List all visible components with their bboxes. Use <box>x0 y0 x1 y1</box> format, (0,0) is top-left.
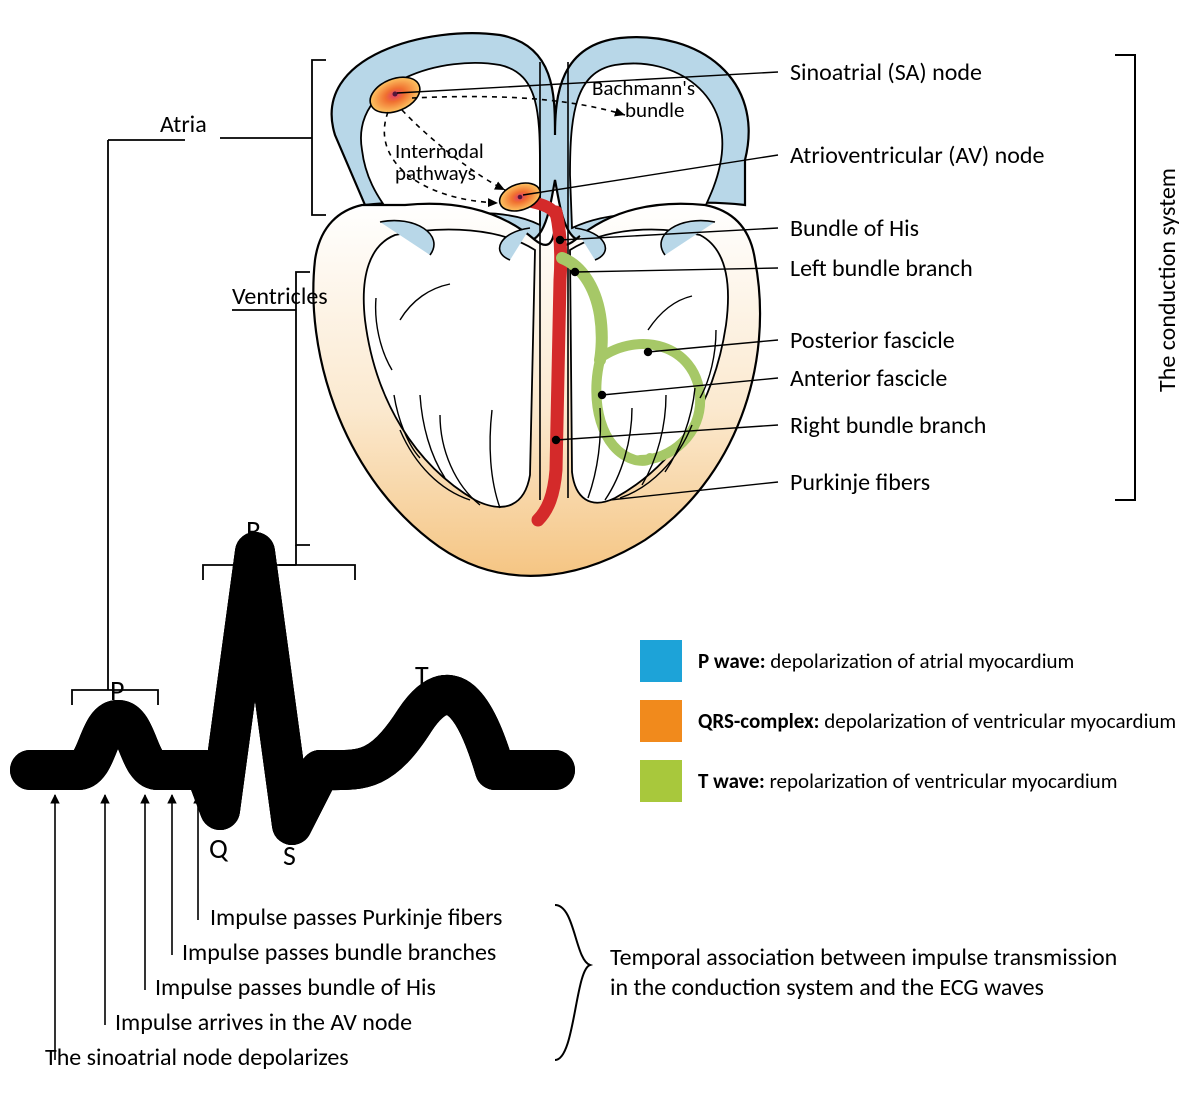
ventricles-bracket <box>232 272 310 545</box>
timeline-caption-a: Temporal association between impulse tra… <box>610 943 1117 972</box>
timeline-label-5: The sinoatrial node depolarizes <box>45 1043 349 1072</box>
label-purkinje: Purkinje fibers <box>790 468 930 497</box>
legend-t: T wave: repolarization of ventricular my… <box>698 768 1118 794</box>
timeline-caption-b: in the conduction system and the ECG wav… <box>610 973 1044 1002</box>
conduction-system-bracket <box>1115 55 1135 500</box>
legend-box-p <box>640 640 682 682</box>
sa-node-center <box>393 92 398 97</box>
ventricles-to-ecg-bracket <box>203 545 355 580</box>
label-posterior-fascicle: Posterior fascicle <box>790 326 955 355</box>
label-bundle-his: Bundle of His <box>790 214 919 243</box>
timeline-label-4: Impulse arrives in the AV node <box>115 1008 412 1037</box>
label-av-node: Atrioventricular (AV) node <box>790 141 1044 170</box>
label-left-branch: Left bundle branch <box>790 254 973 283</box>
legend-box-t <box>640 760 682 802</box>
timeline-label-1: Impulse passes Purkinje fibers <box>210 903 502 932</box>
label-anterior-fascicle: Anterior fascicle <box>790 364 947 393</box>
ecg-letter-s: S <box>283 838 296 873</box>
label-right-branch: Right bundle branch <box>790 411 986 440</box>
legend-box-qrs <box>640 700 682 742</box>
ecg-letter-t: T <box>415 658 429 693</box>
atria-bracket <box>220 60 326 215</box>
av-node-center <box>518 195 523 200</box>
conduction-system-title: The conduction system <box>1153 168 1182 392</box>
timeline-label-2: Impulse passes bundle branches <box>182 938 496 967</box>
ecg-letter-p: P <box>110 673 124 708</box>
ecg-letter-q: Q <box>209 831 229 866</box>
label-atria: Atria <box>160 110 207 139</box>
legend: P wave: depolarization of atrial myocard… <box>640 640 1176 802</box>
atria-to-ecg-bracket <box>72 140 185 705</box>
timeline-caption-bracket <box>555 905 590 1060</box>
bachmanns-label-l2: bundle <box>625 97 684 123</box>
timeline-label-3: Impulse passes bundle of His <box>155 973 436 1002</box>
internodal-label-l2: pathways <box>395 160 476 186</box>
legend-qrs: QRS-complex: depolarization of ventricul… <box>698 708 1176 734</box>
label-sa-node: Sinoatrial (SA) node <box>790 58 982 87</box>
legend-p: P wave: depolarization of atrial myocard… <box>698 648 1074 674</box>
label-ventricles: Ventricles <box>232 282 328 311</box>
ecg-letter-r: R <box>246 513 261 548</box>
